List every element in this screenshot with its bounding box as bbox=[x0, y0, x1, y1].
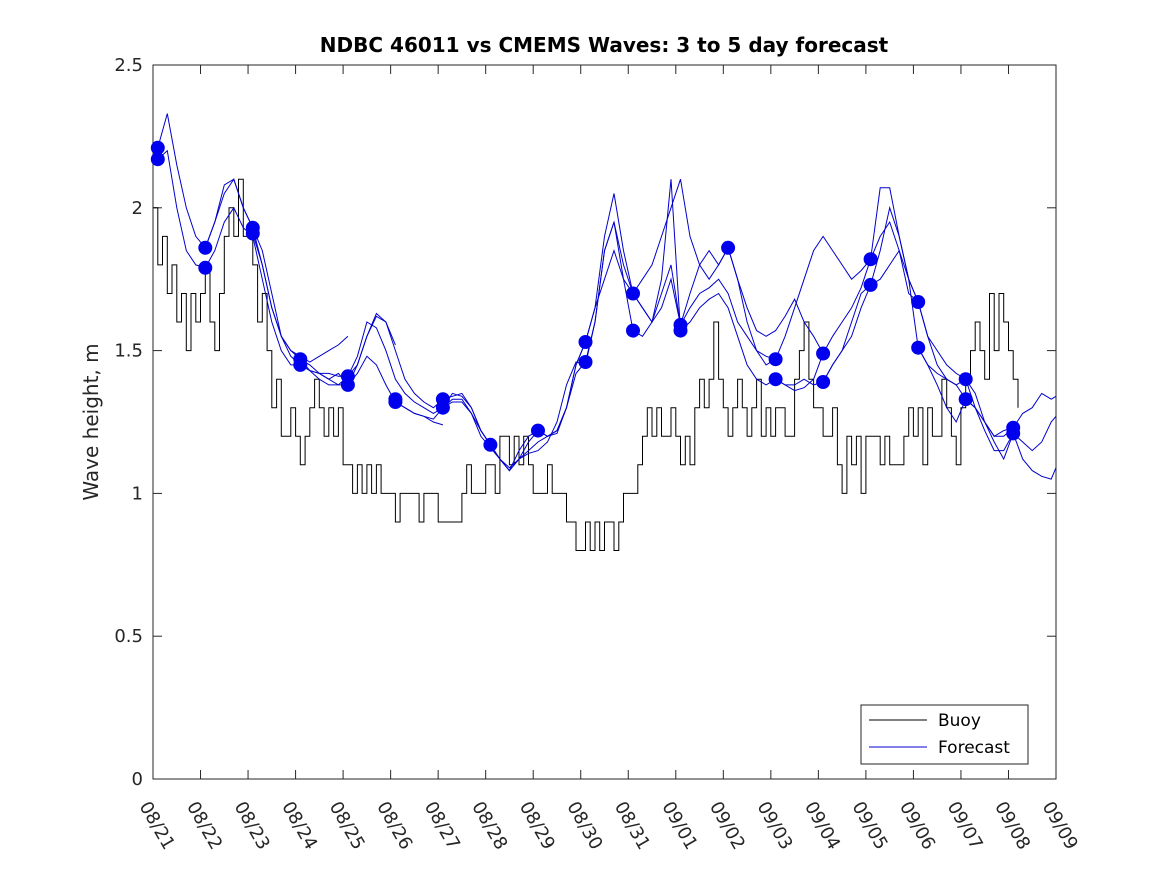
forecast-start-marker bbox=[816, 375, 831, 389]
forecast-start-marker bbox=[816, 346, 831, 361]
forecast-start-marker bbox=[673, 323, 688, 338]
forecast-start-marker bbox=[578, 355, 593, 369]
legend: Buoy Forecast bbox=[860, 704, 1029, 765]
forecast-start-marker bbox=[911, 295, 926, 309]
forecast-start-marker bbox=[863, 277, 878, 292]
legend-forecast-label: Forecast bbox=[938, 738, 1010, 758]
series-layer bbox=[150, 113, 1057, 551]
forecast-series-line-14 bbox=[727, 220, 919, 366]
buoy-series-line bbox=[153, 178, 1019, 551]
forecast-start-marker bbox=[293, 357, 308, 372]
forecast-start-marker bbox=[483, 437, 498, 452]
forecast-start-marker bbox=[340, 377, 355, 392]
forecast-start-marker bbox=[768, 372, 783, 387]
forecast-start-marker bbox=[721, 240, 736, 255]
y-tick-label: 1 bbox=[132, 483, 143, 504]
y-tick-label: 1.5 bbox=[114, 341, 143, 362]
forecast-start-marker bbox=[958, 372, 973, 387]
forecast-start-marker bbox=[198, 240, 213, 255]
forecast-start-marker bbox=[911, 340, 926, 355]
legend-box bbox=[860, 704, 1029, 765]
forecast-start-marker bbox=[768, 352, 783, 367]
y-tick-label: 2.5 bbox=[114, 55, 143, 76]
forecast-start-marker bbox=[578, 335, 593, 349]
forecast-series-line-5 bbox=[300, 321, 491, 446]
forecast-start-marker bbox=[531, 423, 545, 438]
legend-buoy-label: Buoy bbox=[938, 711, 981, 731]
forecast-series-line-18 bbox=[917, 347, 1057, 452]
plot-area bbox=[152, 64, 1057, 780]
y-axis: 0 0.5 1 1.5 2 2.5 bbox=[114, 55, 1056, 790]
forecast-start-marker bbox=[958, 392, 973, 407]
forecast-start-marker bbox=[150, 152, 165, 167]
forecast-start-marker bbox=[435, 400, 450, 415]
forecast-start-marker bbox=[626, 323, 640, 338]
y-axis-label: Wave height, m bbox=[79, 343, 103, 500]
chart-title: NDBC 46011 vs CMEMS Waves: 3 to 5 day fo… bbox=[320, 33, 889, 57]
y-tick-label: 2 bbox=[132, 198, 143, 219]
forecast-start-marker bbox=[626, 286, 640, 301]
forecast-start-marker bbox=[198, 260, 213, 275]
forecast-start-marker bbox=[388, 395, 403, 409]
y-tick-label: 0.5 bbox=[114, 626, 143, 647]
y-tick-label: 0 bbox=[132, 769, 143, 790]
forecast-start-marker bbox=[245, 226, 260, 241]
forecast-start-marker bbox=[1006, 426, 1021, 441]
forecast-start-marker bbox=[863, 252, 878, 267]
